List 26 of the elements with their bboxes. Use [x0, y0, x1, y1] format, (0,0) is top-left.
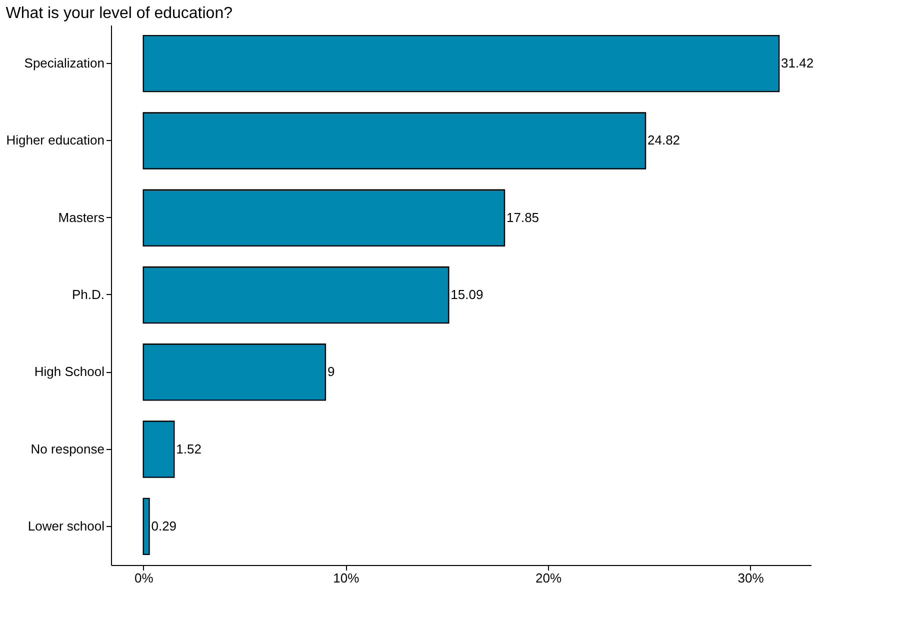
data-label: 31.42	[781, 56, 814, 71]
data-label: 0.29	[151, 518, 177, 534]
x-tick-label: 10%	[333, 570, 360, 586]
y-tick-label: Masters	[58, 210, 105, 225]
bar	[142, 498, 150, 556]
data-label: 9	[327, 364, 335, 380]
bar	[142, 266, 450, 324]
y-tick-label: Higher education	[6, 132, 104, 148]
data-label: 1.52	[176, 441, 202, 456]
y-tick-label: No response	[30, 441, 104, 456]
data-label: 15.09	[450, 287, 484, 302]
data-label: 24.82	[648, 132, 680, 148]
bar	[142, 420, 175, 478]
y-tick-label: High School	[34, 364, 105, 380]
x-tick-label: 30%	[738, 570, 764, 586]
x-tick-label: 20%	[535, 570, 562, 586]
y-tick-label: Lower school	[28, 518, 105, 534]
y-tick-label: Ph.D.	[72, 287, 104, 302]
data-label: 17.85	[506, 210, 540, 225]
bar	[142, 189, 506, 246]
chart-title: What is your level of education?	[6, 5, 233, 22]
y-tick-label: Specialization	[24, 56, 104, 71]
x-tick-label: 0%	[134, 570, 154, 586]
bar	[142, 112, 646, 170]
bar	[142, 34, 780, 92]
bar	[142, 344, 326, 401]
